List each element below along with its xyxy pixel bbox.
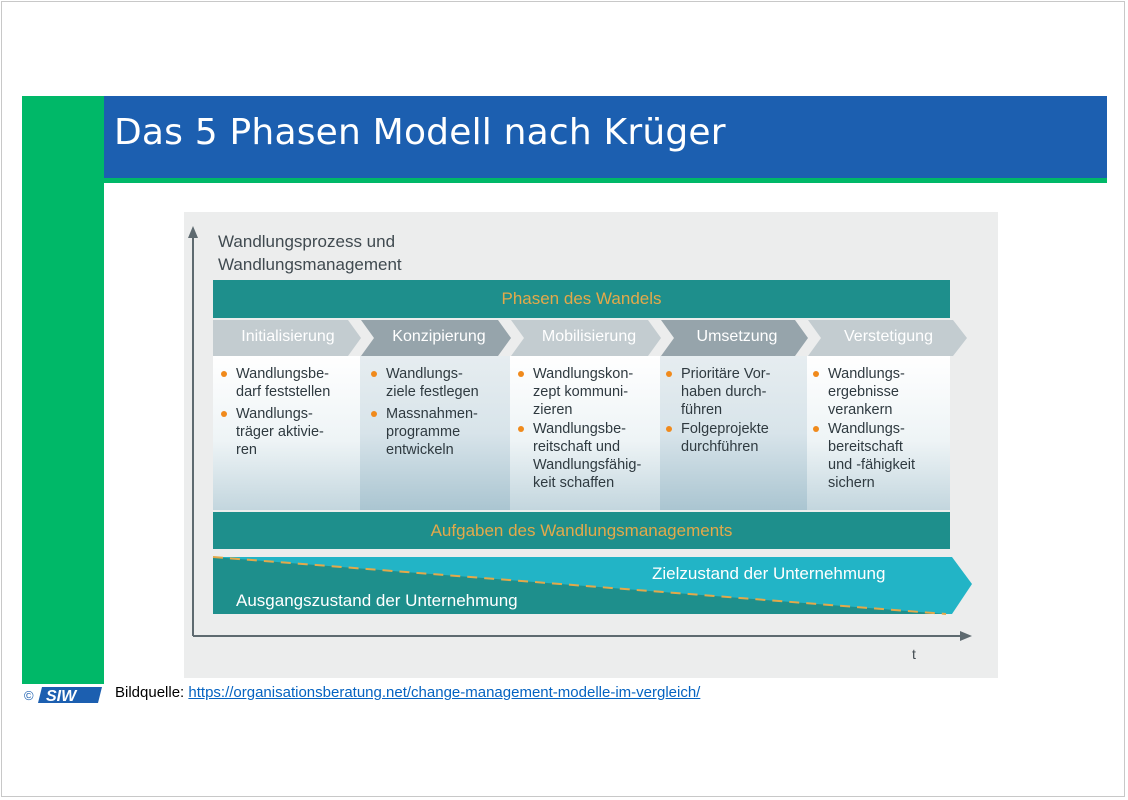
task-2-1: Wandlungs- ziele festlegen	[371, 365, 479, 401]
source-link[interactable]: https://organisationsberatung.net/change…	[188, 684, 701, 701]
task-line: Wandlungs-	[236, 406, 313, 422]
chevron-verstetigung	[808, 320, 967, 356]
siw-logo: © SIW	[22, 684, 104, 706]
siw-logo-graphic: © SIW	[22, 684, 104, 706]
initial-state-label: Ausgangszustand der Unternehmung	[236, 591, 518, 610]
task-line: Massnahmen-	[386, 406, 478, 422]
task-line: Wandlungs-	[828, 421, 905, 437]
slide-title: Das 5 Phasen Modell nach Krüger	[114, 112, 726, 153]
green-side-bar	[22, 96, 104, 704]
y-axis-arrow	[188, 226, 198, 238]
task-line: und -fähigkeit	[828, 457, 916, 473]
task-line: Wandlungsfähig-	[533, 457, 642, 473]
phases-header-label: Phasen des Wandels	[501, 289, 662, 308]
chevron-umsetzung	[661, 320, 808, 356]
tasks-footer-label: Aufgaben des Wandlungsmanagements	[430, 521, 733, 540]
phase-label-4: Umsetzung	[696, 328, 778, 345]
task-line: ergebnisse	[828, 384, 899, 400]
y-axis-label-line-2: Wandlungsmanagement	[218, 255, 402, 274]
task-line: ziele festlegen	[386, 384, 479, 400]
copyright-symbol: ©	[24, 688, 34, 703]
task-4-2: Folgeprojekte durchführen	[666, 420, 769, 456]
task-line: führen	[681, 402, 723, 418]
chevron-konzipierung	[361, 320, 511, 356]
phase-column-5	[807, 356, 950, 510]
task-line: haben durch-	[681, 384, 767, 400]
task-line: verankern	[828, 402, 893, 418]
task-line: ren	[236, 442, 257, 458]
phase-label-1: Initialisierung	[241, 328, 335, 345]
task-line: entwickeln	[386, 442, 454, 458]
task-1-2: Wandlungs- träger aktivie- ren	[221, 405, 324, 459]
phase-label-3: Mobilisierung	[541, 328, 637, 345]
task-line: bereitschaft	[828, 439, 903, 455]
phase-model-diagram: Wandlungsprozess und Wandlungsmanagement…	[184, 212, 998, 678]
phase-column-1	[213, 356, 360, 510]
task-line: zept kommuni-	[533, 384, 629, 400]
task-2-2: Massnahmen- programme entwickeln	[371, 405, 478, 459]
phase-column-4	[660, 356, 807, 510]
x-axis-arrow	[960, 631, 972, 641]
task-5-1: Wandlungs- ergebnisse verankern	[813, 365, 905, 419]
task-3-2: Wandlungsbe- reitschaft und Wandlungsfäh…	[518, 420, 641, 492]
y-axis-label-line-1: Wandlungsprozess und	[218, 232, 396, 251]
task-5-2: Wandlungs- bereitschaft und -fähigkeit s…	[813, 420, 915, 492]
phase-column-3	[510, 356, 660, 510]
title-underline	[104, 178, 1107, 183]
diagram-shapes	[188, 226, 972, 641]
task-1-1: Wandlungsbe- darf feststellen	[221, 365, 330, 401]
phase-column-2	[360, 356, 510, 510]
task-3-1: Wandlungskon- zept kommuni- zieren	[518, 365, 633, 419]
task-line: Wandlungsbe-	[236, 366, 329, 382]
chevron-mobilisierung	[511, 320, 661, 356]
task-line: darf feststellen	[236, 384, 331, 400]
source-label: Bildquelle:	[115, 684, 189, 701]
task-line: träger aktivie-	[236, 424, 324, 440]
task-line: reitschaft und	[533, 439, 621, 455]
task-line: zieren	[533, 402, 573, 418]
tasks-footer-band: Aufgaben des Wandlungsmanagements	[213, 512, 950, 549]
task-line: keit schaffen	[533, 475, 615, 491]
target-state-label: Zielzustand der Unternehmung	[652, 564, 886, 583]
task-line: Wandlungsbe-	[533, 421, 626, 437]
chevron-initialisierung	[213, 320, 361, 356]
task-line: durchführen	[681, 439, 759, 455]
x-axis-label: t	[912, 646, 916, 662]
phase-label-2: Konzipierung	[392, 328, 486, 345]
task-line: Wandlungs-	[828, 366, 905, 382]
task-4-1: Prioritäre Vor- haben durch- führen	[666, 365, 770, 419]
title-bar	[104, 96, 1107, 178]
task-line: Wandlungskon-	[533, 366, 634, 382]
y-axis-label: Wandlungsprozess und Wandlungsmanagement	[218, 230, 402, 276]
transition-dashed-line	[212, 556, 947, 615]
task-line: programme	[386, 424, 461, 440]
image-source: Bildquelle: https://organisationsberatun…	[115, 684, 700, 701]
task-line: sichern	[828, 475, 875, 491]
logo-text: SIW	[46, 688, 78, 705]
task-line: Prioritäre Vor-	[681, 366, 771, 382]
phases-header-band: Phasen des Wandels	[213, 280, 950, 318]
task-line: Wandlungs-	[386, 366, 463, 382]
task-line: Folgeprojekte	[681, 421, 769, 437]
phase-label-5: Verstetigung	[844, 328, 933, 345]
